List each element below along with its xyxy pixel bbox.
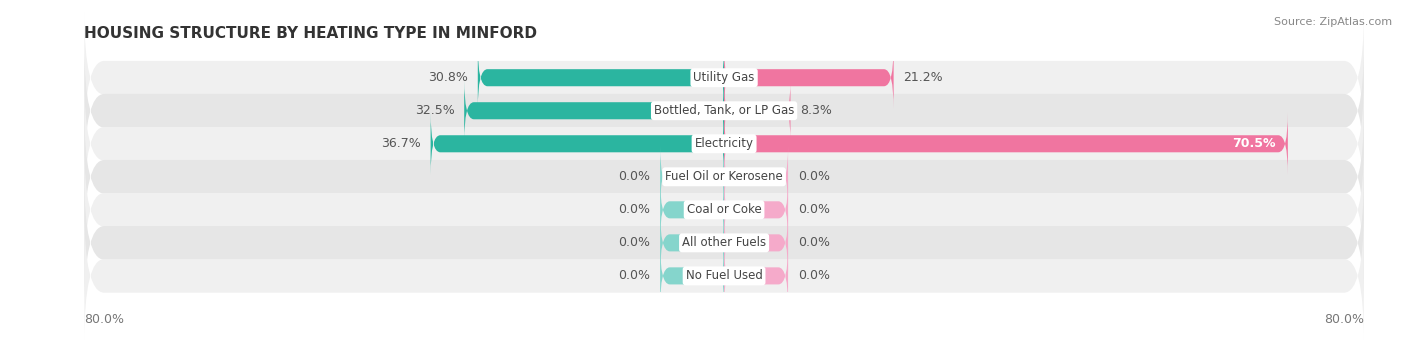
FancyBboxPatch shape (84, 177, 1364, 309)
FancyBboxPatch shape (661, 212, 724, 274)
Text: Bottled, Tank, or LP Gas: Bottled, Tank, or LP Gas (654, 104, 794, 117)
Text: 0.0%: 0.0% (619, 269, 651, 283)
Text: 0.0%: 0.0% (797, 236, 830, 249)
FancyBboxPatch shape (84, 111, 1364, 242)
Text: All other Fuels: All other Fuels (682, 236, 766, 249)
FancyBboxPatch shape (430, 113, 724, 175)
Text: 0.0%: 0.0% (619, 203, 651, 216)
Text: 21.2%: 21.2% (903, 71, 943, 84)
Text: Source: ZipAtlas.com: Source: ZipAtlas.com (1274, 17, 1392, 27)
Text: Electricity: Electricity (695, 137, 754, 150)
Text: 0.0%: 0.0% (797, 269, 830, 283)
Legend: Owner-occupied, Renter-occupied: Owner-occupied, Renter-occupied (592, 337, 856, 340)
FancyBboxPatch shape (724, 179, 787, 241)
Text: 80.0%: 80.0% (84, 313, 124, 326)
Text: 8.3%: 8.3% (800, 104, 832, 117)
FancyBboxPatch shape (478, 47, 724, 109)
Text: 0.0%: 0.0% (797, 203, 830, 216)
FancyBboxPatch shape (84, 45, 1364, 176)
FancyBboxPatch shape (84, 78, 1364, 209)
Text: Fuel Oil or Kerosene: Fuel Oil or Kerosene (665, 170, 783, 183)
FancyBboxPatch shape (661, 245, 724, 307)
Text: HOUSING STRUCTURE BY HEATING TYPE IN MINFORD: HOUSING STRUCTURE BY HEATING TYPE IN MIN… (84, 26, 537, 41)
FancyBboxPatch shape (84, 210, 1364, 340)
FancyBboxPatch shape (84, 144, 1364, 275)
Text: 0.0%: 0.0% (619, 170, 651, 183)
FancyBboxPatch shape (661, 179, 724, 241)
FancyBboxPatch shape (724, 245, 787, 307)
FancyBboxPatch shape (464, 80, 724, 142)
FancyBboxPatch shape (724, 47, 894, 109)
Text: 32.5%: 32.5% (415, 104, 454, 117)
Text: 0.0%: 0.0% (797, 170, 830, 183)
Text: 80.0%: 80.0% (1324, 313, 1364, 326)
Text: No Fuel Used: No Fuel Used (686, 269, 762, 283)
FancyBboxPatch shape (84, 12, 1364, 143)
Text: Coal or Coke: Coal or Coke (686, 203, 762, 216)
FancyBboxPatch shape (724, 212, 787, 274)
FancyBboxPatch shape (724, 80, 790, 142)
FancyBboxPatch shape (661, 146, 724, 208)
FancyBboxPatch shape (724, 146, 787, 208)
Text: Utility Gas: Utility Gas (693, 71, 755, 84)
Text: 30.8%: 30.8% (429, 71, 468, 84)
Text: 70.5%: 70.5% (1232, 137, 1275, 150)
FancyBboxPatch shape (724, 113, 1288, 175)
Text: 36.7%: 36.7% (381, 137, 420, 150)
Text: 0.0%: 0.0% (619, 236, 651, 249)
